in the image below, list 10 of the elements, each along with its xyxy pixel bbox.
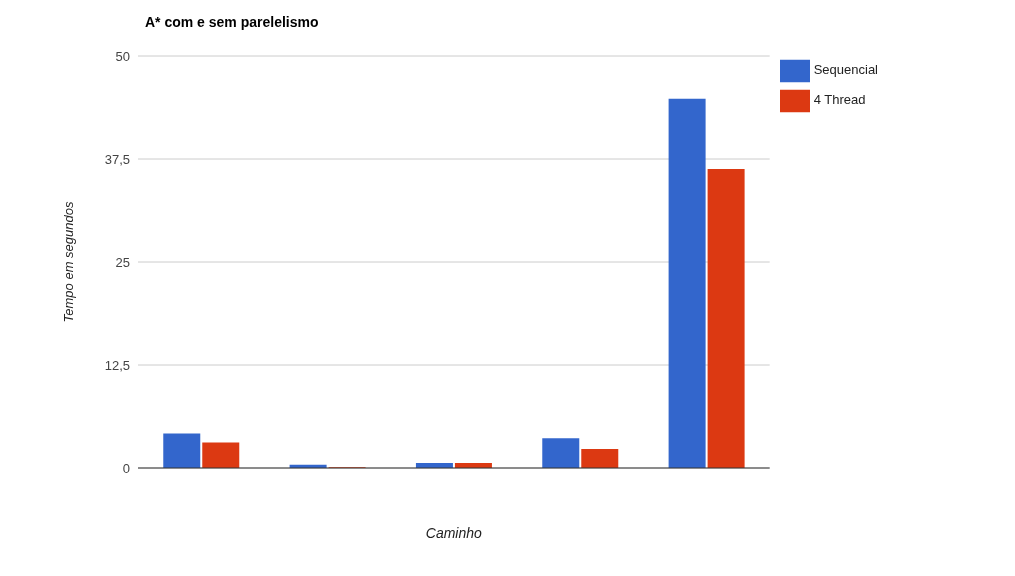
legend-label: Sequencial [813, 62, 878, 78]
y-tick-label: 50 [115, 48, 130, 64]
y-tick-label: 25 [115, 254, 130, 270]
y-tick-label: 0 [122, 460, 130, 476]
y-axis-title: Tempo em segundos [60, 201, 76, 323]
x-axis-title: Caminho [425, 525, 483, 541]
y-tick-label: 37,5 [104, 151, 130, 167]
legend-label: 4 Thread [813, 92, 866, 108]
y-tick-label: 12,5 [104, 357, 130, 373]
chart-title: A* com e sem parelelismo [145, 14, 319, 30]
